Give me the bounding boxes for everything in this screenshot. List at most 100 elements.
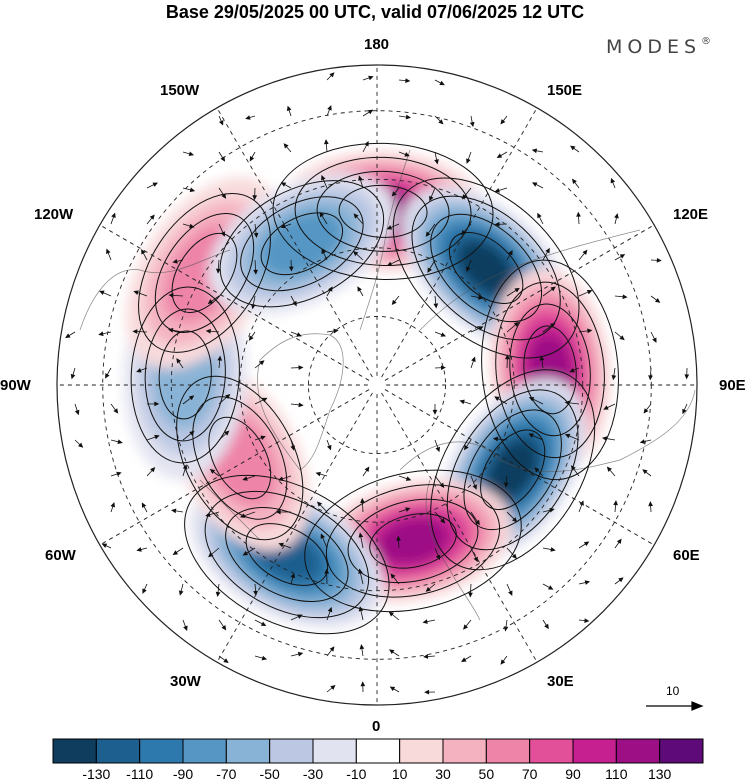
wind-arrow-head — [584, 580, 591, 585]
streamline — [240, 196, 364, 292]
wind-arrow-head — [317, 501, 323, 507]
wind-arrow-head — [136, 547, 142, 552]
wind-arrow-head — [253, 232, 259, 238]
wind-arrow-head — [327, 606, 333, 613]
meridian — [381, 392, 538, 663]
wind-arrow-head — [99, 290, 105, 296]
wind-arrow-head — [283, 143, 289, 149]
lat-lon-grid — [57, 65, 697, 705]
wind-arrow-head — [494, 188, 500, 193]
wind-arrow-head — [564, 433, 571, 439]
meridian — [99, 389, 370, 546]
wind-arrow-head — [463, 624, 469, 630]
colorbar-swatch — [95, 738, 141, 764]
wind-arrow-head — [364, 466, 370, 472]
wind-arrow-head — [251, 303, 256, 310]
wind-arrow-head — [405, 78, 411, 83]
lon-label-30w: 30W — [170, 673, 201, 690]
wind-arrow-head — [500, 119, 506, 125]
wind-arrow-head — [386, 261, 393, 266]
wind-arrow-head — [601, 436, 608, 441]
wind-arrow-head — [280, 182, 287, 187]
wind-arrow-head — [368, 75, 374, 81]
streamline — [144, 308, 226, 442]
wind-arrow-head — [168, 327, 174, 333]
streamline — [430, 213, 543, 323]
colorbar-swatch — [659, 738, 704, 764]
streamline — [154, 212, 255, 333]
streamline — [245, 523, 329, 586]
wind-arrow-head — [611, 374, 617, 381]
wind-arrow-head — [432, 409, 438, 415]
wind-arrow-head — [360, 681, 366, 687]
wind-arrow-head — [278, 476, 284, 481]
wind-arrow-head — [475, 519, 480, 526]
wind-arrow-head — [188, 395, 195, 401]
streamline — [304, 469, 522, 613]
wind-arrow-head — [290, 572, 296, 579]
streamline — [509, 303, 591, 437]
vector-scale-label: 10 — [666, 684, 680, 698]
lon-label-150w: 150W — [160, 82, 200, 99]
wind-arrow-head — [511, 553, 517, 559]
streamline — [523, 325, 577, 415]
wind-arrow-head — [188, 151, 195, 157]
lon-label-120w: 120W — [34, 206, 74, 223]
wind-arrow-head — [569, 367, 575, 373]
wind-arrow-head — [189, 223, 195, 229]
wind-arrow-head — [328, 286, 333, 292]
wind-arrow-head — [141, 502, 147, 508]
streamline — [171, 232, 238, 313]
wind-arrow-head — [358, 568, 363, 574]
wind-arrow-head — [149, 214, 155, 220]
wind-arrow-head — [503, 482, 509, 488]
wind-arrow-head — [391, 191, 397, 197]
wind-arrow-head — [132, 329, 138, 334]
wind-arrow-head — [150, 467, 156, 473]
wind-arrow-head — [296, 332, 302, 337]
wind-arrow-head — [259, 360, 265, 366]
wind-arrow-head — [613, 500, 618, 506]
wind-arrow-head — [462, 194, 467, 200]
wind-arrow-head — [333, 328, 339, 334]
wind-arrow-head — [105, 373, 110, 379]
wind-arrow-head — [172, 550, 179, 556]
wind-arrow-head — [460, 229, 467, 236]
lon-label-120e: 120E — [673, 206, 709, 223]
wind-arrow-head — [364, 140, 369, 147]
wind-arrow-head — [280, 223, 287, 229]
streamline — [392, 177, 580, 359]
colorbar-swatch — [182, 738, 227, 764]
wind-arrow-head — [500, 659, 506, 665]
wind-arrow-head — [564, 400, 570, 406]
wind-arrow-head — [528, 397, 535, 402]
wind-arrow-head — [471, 356, 476, 362]
wind-arrow-head — [459, 399, 465, 405]
colorbar-swatch — [615, 738, 661, 764]
wind-arrow-head — [290, 445, 295, 451]
wind-arrow-head — [208, 552, 214, 558]
colorbar-tick-label: -50 — [259, 766, 280, 782]
wind-arrow-head — [427, 267, 432, 273]
wind-arrow-head — [327, 105, 332, 111]
wind-arrow-head — [618, 577, 624, 583]
wind-arrow-head — [260, 435, 266, 441]
colorbar-tick-label: -10 — [346, 766, 367, 782]
streamline — [448, 231, 524, 305]
wind-arrow-head — [111, 212, 116, 219]
wind-arrow-head — [439, 80, 445, 86]
colorbar-swatch — [139, 738, 184, 764]
wind-arrow-head — [278, 542, 284, 548]
lon-label-60e: 60E — [673, 547, 700, 564]
meridian — [216, 392, 373, 663]
wind-arrow-head — [297, 614, 303, 619]
wind-arrow-head — [74, 409, 80, 416]
wind-arrow-head — [353, 213, 359, 219]
streamline — [130, 286, 240, 464]
streamline — [192, 396, 288, 520]
wind-arrow-head — [154, 434, 160, 440]
wind-arrow-head — [224, 430, 230, 436]
wind-arrow-head — [106, 248, 111, 254]
wind-arrow-head — [207, 299, 214, 304]
wind-arrow-head — [391, 299, 397, 306]
